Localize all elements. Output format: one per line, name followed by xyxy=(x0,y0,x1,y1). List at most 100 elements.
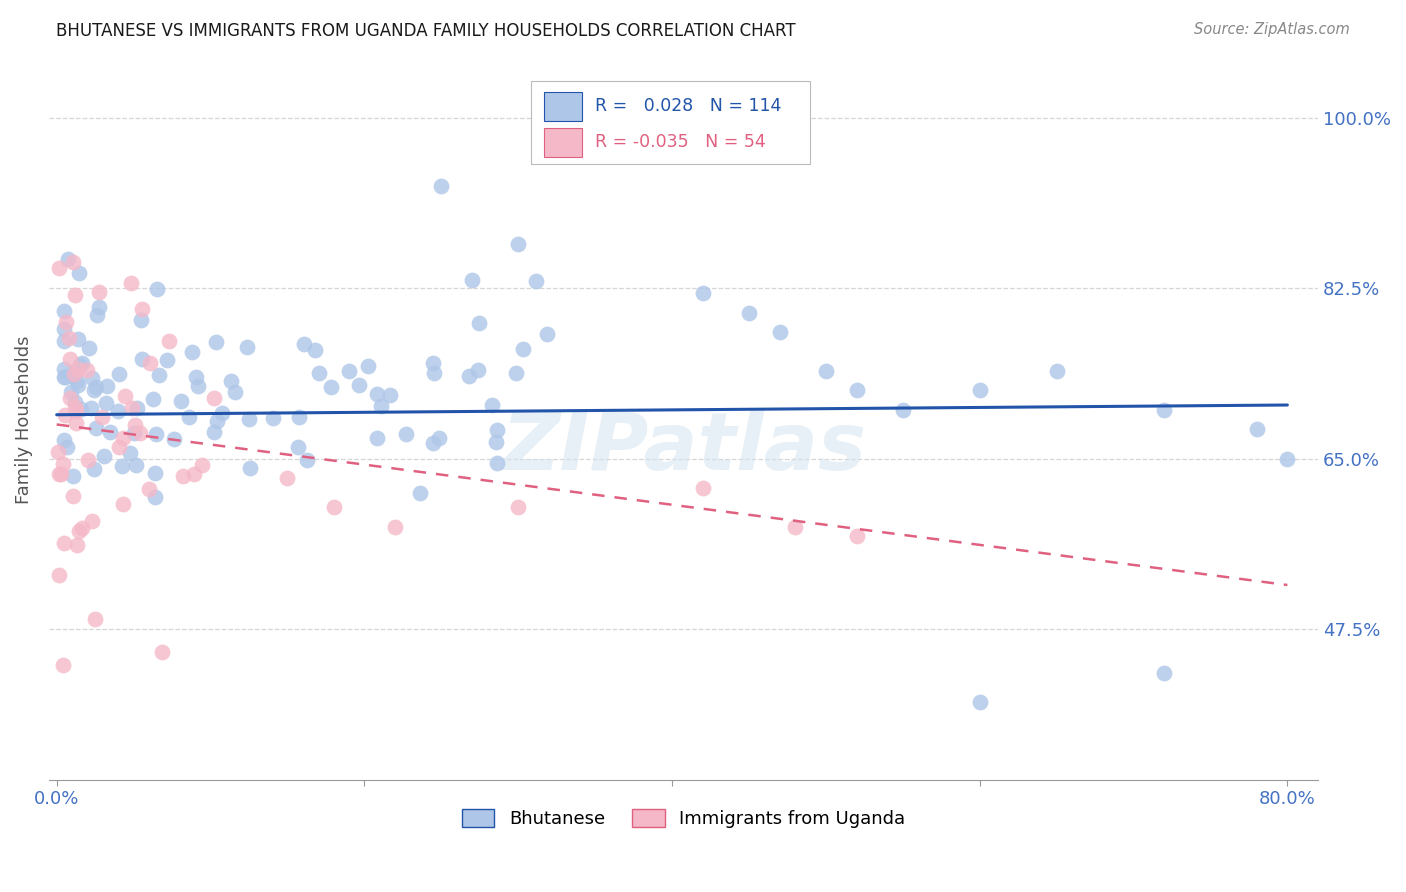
Point xyxy=(423,366,446,380)
Point xyxy=(58,392,80,406)
Point xyxy=(86,309,108,323)
Point xyxy=(77,452,100,467)
Point xyxy=(59,385,82,400)
Point xyxy=(287,440,309,454)
Point xyxy=(96,378,118,392)
Point xyxy=(72,356,94,370)
Point xyxy=(769,325,792,339)
Point xyxy=(108,368,131,382)
Point xyxy=(128,426,150,441)
Point xyxy=(219,374,242,388)
Point xyxy=(370,400,392,414)
Point xyxy=(148,368,170,382)
Point xyxy=(481,398,503,412)
Point xyxy=(145,426,167,441)
Point xyxy=(65,288,87,302)
Point xyxy=(112,431,135,445)
Point xyxy=(120,276,142,290)
Point xyxy=(180,345,202,359)
Point xyxy=(211,406,233,420)
Point xyxy=(321,380,343,394)
Point xyxy=(87,285,110,299)
Point xyxy=(1353,500,1375,515)
Point xyxy=(235,340,257,354)
Point xyxy=(162,432,184,446)
Point xyxy=(111,459,134,474)
Point xyxy=(63,400,86,414)
Point xyxy=(53,334,76,349)
Point xyxy=(969,695,991,709)
Point xyxy=(67,362,90,376)
Point xyxy=(143,490,166,504)
Point xyxy=(131,351,153,366)
Point xyxy=(891,403,914,417)
Point xyxy=(53,322,76,336)
Point xyxy=(48,467,70,481)
Point xyxy=(114,389,136,403)
Point xyxy=(276,471,298,485)
Point xyxy=(53,369,76,384)
Point xyxy=(395,427,418,442)
Point xyxy=(512,342,534,356)
Point xyxy=(422,436,444,450)
Point xyxy=(187,378,209,392)
Point xyxy=(62,489,84,503)
Point xyxy=(69,401,91,416)
Point xyxy=(430,179,453,194)
Point xyxy=(120,446,142,460)
Point xyxy=(63,395,86,409)
Point xyxy=(56,252,79,266)
Point xyxy=(347,378,370,392)
Point xyxy=(124,426,146,441)
Point xyxy=(53,433,76,447)
Point xyxy=(112,498,135,512)
Point xyxy=(125,458,148,473)
Point xyxy=(70,521,93,535)
Point xyxy=(76,363,98,377)
Point xyxy=(202,391,225,405)
Point xyxy=(239,460,262,475)
Point xyxy=(63,368,86,382)
Point xyxy=(170,393,193,408)
Point xyxy=(692,286,714,301)
Point xyxy=(1046,364,1069,378)
Point xyxy=(295,453,318,467)
Text: R = -0.035   N = 54: R = -0.035 N = 54 xyxy=(595,134,765,152)
Point xyxy=(77,341,100,355)
Point xyxy=(58,331,80,345)
Point xyxy=(48,260,70,275)
Point xyxy=(94,396,117,410)
Point xyxy=(460,273,482,287)
Point xyxy=(485,423,508,437)
Point xyxy=(294,337,316,351)
Point xyxy=(384,519,406,533)
Point xyxy=(156,353,179,368)
Point xyxy=(67,378,90,392)
Point xyxy=(55,315,77,329)
Point xyxy=(150,645,173,659)
Text: R =   0.028   N = 114: R = 0.028 N = 114 xyxy=(595,97,782,115)
Point xyxy=(738,305,761,319)
Point xyxy=(186,369,208,384)
Point xyxy=(143,467,166,481)
Legend: Bhutanese, Immigrants from Uganda: Bhutanese, Immigrants from Uganda xyxy=(454,802,912,836)
Point xyxy=(131,301,153,316)
Point xyxy=(357,359,380,374)
Point xyxy=(157,334,180,349)
Point xyxy=(304,343,326,358)
Point xyxy=(55,440,77,454)
Point xyxy=(65,416,87,430)
Point xyxy=(172,469,194,483)
Point xyxy=(62,369,84,384)
Point xyxy=(224,384,246,399)
Point xyxy=(98,425,121,440)
Point xyxy=(457,368,479,383)
Point xyxy=(378,388,401,402)
Point xyxy=(84,421,107,435)
Point xyxy=(53,369,76,384)
Point xyxy=(138,356,160,370)
Point xyxy=(337,363,360,377)
Point xyxy=(366,431,388,445)
Point xyxy=(82,514,104,528)
Point xyxy=(422,356,444,370)
